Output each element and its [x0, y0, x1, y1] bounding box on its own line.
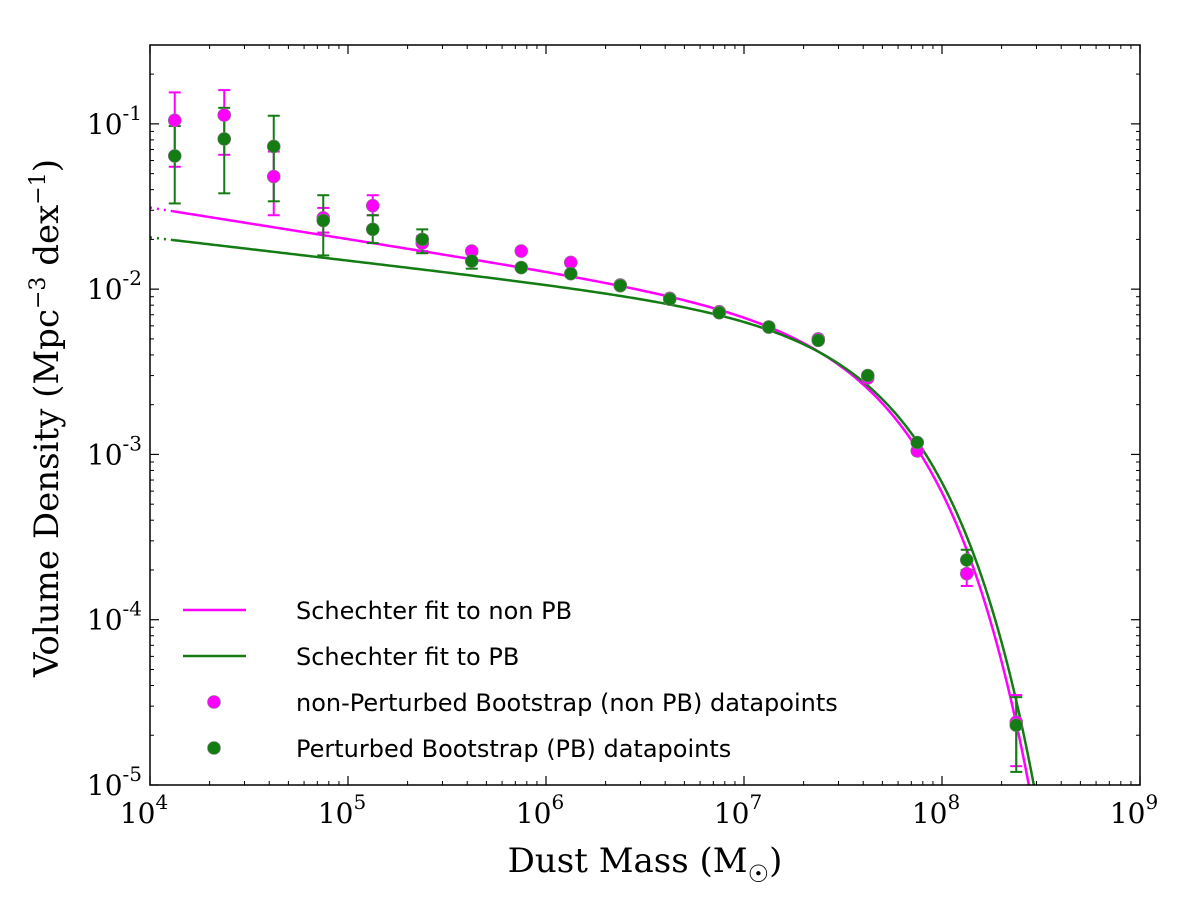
y-tick-label-exponent: -2 — [123, 266, 142, 290]
y-tick-label: 10-1 — [87, 101, 142, 141]
x-tick-label-base: 10 — [912, 797, 948, 830]
y-axis-label-part-2: dex — [27, 205, 67, 277]
x-tick-label: 108 — [912, 790, 960, 830]
data-point — [167, 113, 182, 128]
data-point — [167, 149, 182, 163]
data-point — [365, 222, 380, 237]
y-tick-label-base: 10 — [87, 438, 123, 471]
legend-label: Schechter fit to non PB — [296, 597, 572, 625]
plot-frame — [149, 44, 1141, 786]
x-tick-label: 107 — [714, 790, 762, 830]
data-point — [415, 232, 430, 247]
x-tick-label-exponent: 5 — [353, 790, 366, 814]
legend-marker-swatch — [207, 695, 221, 709]
x-axis-label-end: ) — [769, 841, 782, 881]
data-point — [1009, 718, 1024, 733]
y-tick-label: 10-4 — [87, 597, 142, 637]
x-tick-label-exponent: 8 — [947, 790, 960, 814]
legend-marker-swatch — [207, 741, 221, 755]
y-tick-label: 10-5 — [87, 762, 142, 802]
x-axis-label-main: Dust Mass (M — [508, 841, 748, 881]
y-tick-label-exponent: -1 — [123, 101, 142, 125]
data-point — [514, 260, 529, 275]
x-axis-label: Dust Mass (M☉) — [508, 841, 783, 888]
y-tick-label-base: 10 — [87, 108, 123, 141]
y-tick-label-exponent: -5 — [123, 762, 142, 786]
x-axis-label-sub: ☉ — [748, 860, 770, 888]
data-point — [563, 266, 578, 281]
data-point — [811, 333, 826, 348]
x-tick-label-exponent: 6 — [551, 790, 564, 814]
y-tick-label-base: 10 — [87, 769, 123, 802]
y-axis-label-part-0: Volume Density (Mpc — [27, 309, 67, 678]
x-tick-label-exponent: 4 — [155, 790, 168, 814]
y-tick-label-base: 10 — [87, 273, 123, 306]
data-point — [959, 566, 974, 581]
data-point — [365, 198, 380, 213]
x-tick-label-base: 10 — [318, 797, 354, 830]
y-axis-label: Volume Density (Mpc−3 dex−1) — [26, 159, 67, 678]
data-point — [266, 169, 281, 184]
y-tick-label-exponent: -3 — [123, 431, 142, 455]
y-axis-label-part-1: −3 — [26, 277, 51, 309]
data-point — [910, 435, 925, 450]
x-tick-label-exponent: 7 — [749, 790, 762, 814]
data-point — [266, 139, 281, 154]
y-axis-label-part-4: ) — [27, 159, 67, 172]
x-tick-label: 104 — [120, 790, 168, 830]
legend: Schechter fit to non PB Schechter fit to … — [183, 597, 838, 763]
x-tick-label-base: 10 — [516, 797, 552, 830]
legend-label: Perturbed Bootstrap (PB) datapoints — [296, 735, 731, 763]
legend-label: Schechter fit to PB — [296, 643, 519, 671]
data-point — [316, 213, 331, 228]
x-tick-label: 109 — [1110, 790, 1158, 830]
y-tick-label-base: 10 — [87, 604, 123, 637]
data-point — [662, 292, 677, 306]
y-tick-label: 10-3 — [87, 431, 142, 471]
data-point — [761, 320, 776, 334]
legend-label: non-Perturbed Bootstrap (non PB) datapoi… — [296, 689, 838, 717]
y-axis-label-part-3: −1 — [26, 172, 51, 204]
x-tick-label-base: 10 — [714, 797, 750, 830]
data-point — [217, 132, 232, 146]
axis-labels: Dust Mass (M☉) Volume Density (Mpc−3 dex… — [26, 159, 782, 888]
x-tick-label: 105 — [318, 790, 366, 830]
data-point — [712, 305, 727, 320]
x-tick-label-exponent: 9 — [1145, 790, 1158, 814]
data-point — [217, 108, 232, 122]
plot-area — [150, 89, 1036, 785]
data-point — [514, 244, 529, 258]
y-tick-label-exponent: -4 — [123, 597, 142, 621]
data-point — [959, 553, 974, 567]
x-tick-label-base: 10 — [1110, 797, 1146, 830]
data-point — [613, 278, 628, 293]
data-point — [464, 254, 479, 268]
fit-curve — [172, 238, 1036, 785]
x-tick-label: 106 — [516, 790, 564, 830]
y-tick-label: 10-2 — [87, 266, 142, 306]
fit-curve — [172, 209, 1031, 785]
data-point — [860, 368, 875, 383]
x-tick-label-base: 10 — [120, 797, 156, 830]
